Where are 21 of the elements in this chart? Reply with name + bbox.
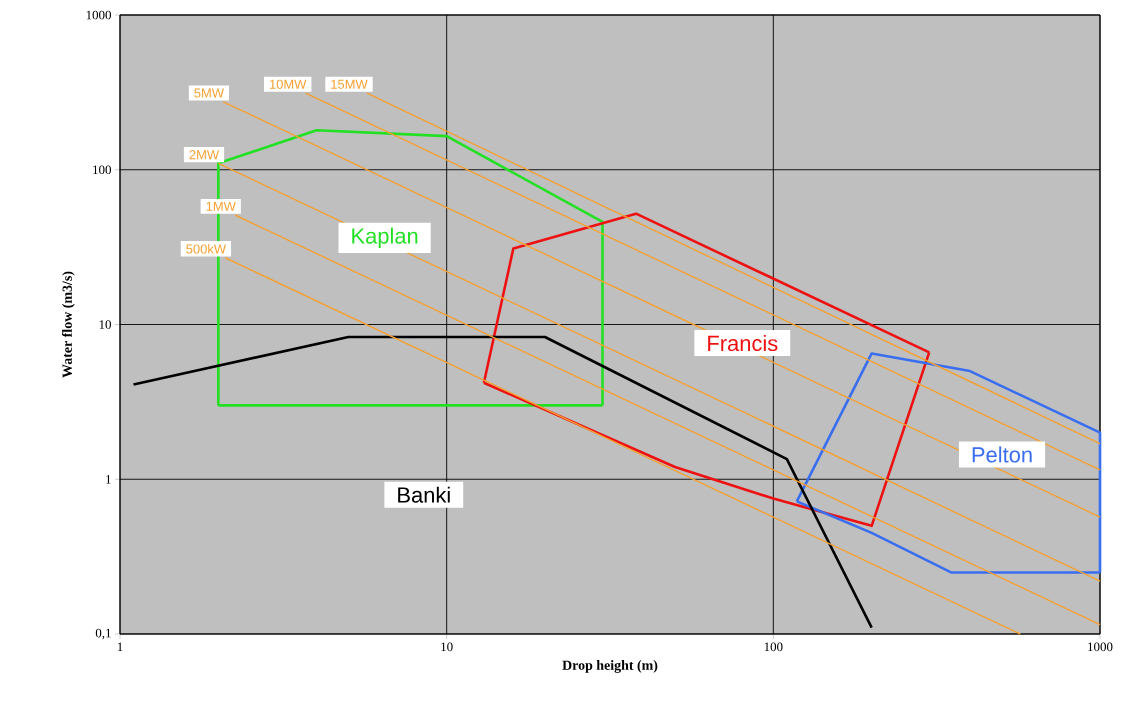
x-tick-label: 100 <box>764 642 783 652</box>
x-tick-label: 10 <box>441 642 453 652</box>
series-label: 10MW <box>269 79 307 89</box>
text: Kaplan <box>352 227 418 249</box>
series-label: 500kW <box>186 244 227 254</box>
text: Banki <box>398 486 450 503</box>
x-tick-label: 1000 <box>1088 642 1113 652</box>
y-tick-label: 1 <box>106 474 111 484</box>
x-axis-title: Drop height (m) <box>562 660 658 673</box>
y-tick-label: 1000 <box>86 10 112 20</box>
series-label: 15MW <box>331 79 368 89</box>
y-tick-label: 0,1 <box>95 628 111 640</box>
series-label: 2MW <box>189 150 220 160</box>
series-label: Pelton <box>972 446 1032 463</box>
y-axis-title: Water flow (m3/s) <box>61 271 75 378</box>
series-label: 1MW <box>206 201 236 211</box>
y-tick-label: 100 <box>93 165 112 175</box>
x-tick-label: 1 <box>117 642 123 652</box>
text: Francis <box>708 335 778 352</box>
y-tick-label: 10 <box>99 320 112 329</box>
series-label: 5MW <box>194 88 224 98</box>
